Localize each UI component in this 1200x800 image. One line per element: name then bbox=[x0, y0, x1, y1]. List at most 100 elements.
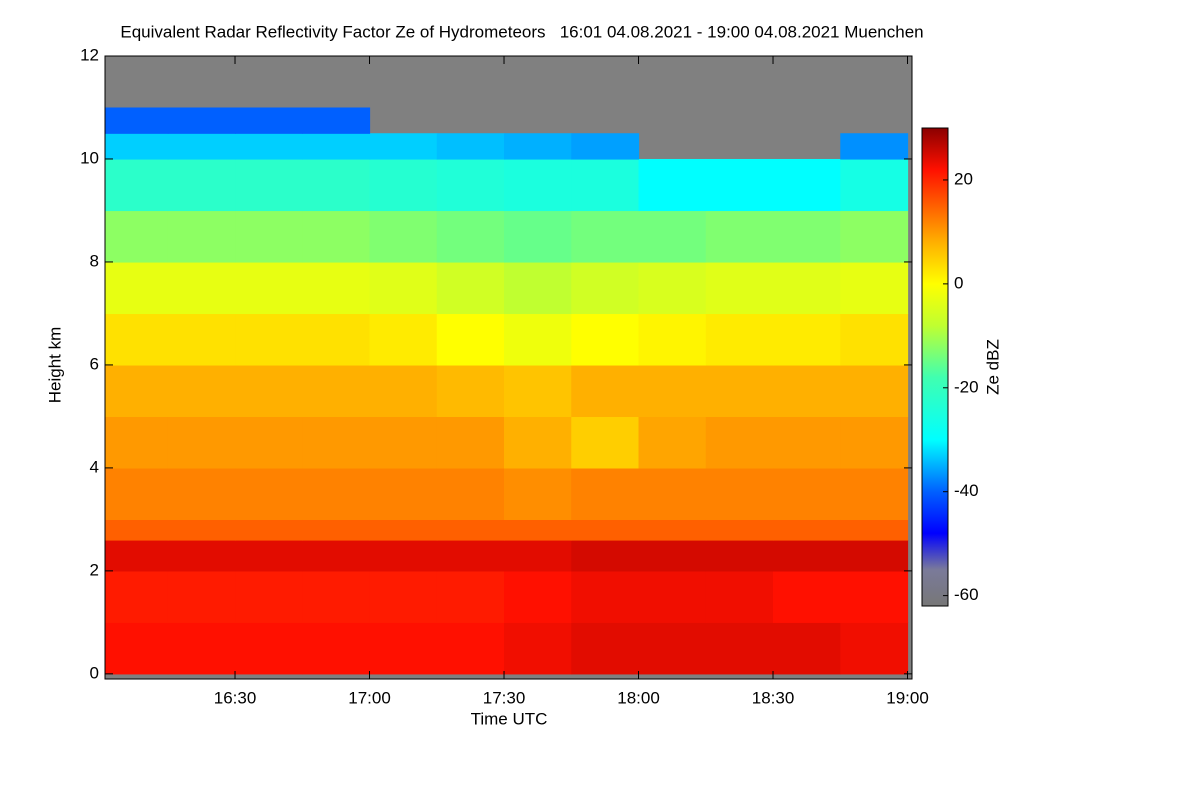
heatmap-cell bbox=[840, 622, 909, 675]
heatmap-cell bbox=[571, 539, 640, 572]
heatmap-cell bbox=[235, 519, 303, 541]
x-tick-label: 18:00 bbox=[617, 688, 660, 707]
heatmap-cell bbox=[504, 261, 572, 315]
heatmap-cell bbox=[105, 539, 169, 572]
heatmap-cell bbox=[369, 364, 438, 418]
heatmap-cell bbox=[638, 313, 707, 366]
heatmap-cell bbox=[840, 313, 909, 366]
y-tick-label: 2 bbox=[90, 560, 99, 579]
heatmap-cell bbox=[773, 622, 841, 675]
y-tick-label: 10 bbox=[80, 148, 99, 167]
heatmap-cell bbox=[504, 416, 572, 469]
heatmap-cell bbox=[167, 261, 236, 315]
heatmap-cell bbox=[105, 570, 169, 623]
heatmap-cell bbox=[638, 539, 707, 572]
heatmap-cell bbox=[302, 210, 371, 263]
heatmap-cell bbox=[235, 539, 303, 572]
heatmap-cell bbox=[235, 416, 303, 469]
x-axis-label: Time UTC bbox=[471, 709, 548, 728]
heatmap-cell bbox=[369, 313, 438, 366]
colorbar-tick-label: 20 bbox=[954, 169, 973, 188]
y-axis-label: Height km bbox=[45, 327, 64, 404]
heatmap-cell bbox=[504, 539, 572, 572]
heatmap-cell bbox=[504, 364, 572, 418]
heatmap-cell bbox=[167, 313, 236, 366]
heatmap-cell bbox=[638, 210, 707, 263]
heatmap-cell bbox=[504, 570, 572, 623]
heatmap-cell bbox=[773, 261, 841, 315]
heatmap-cell bbox=[235, 467, 303, 520]
heatmap-cell bbox=[235, 133, 303, 160]
heatmap-cell bbox=[167, 107, 236, 134]
heatmap-cell bbox=[302, 133, 371, 160]
heatmap-cell bbox=[773, 539, 841, 572]
heatmap-cell bbox=[773, 416, 841, 469]
heatmap-cell bbox=[436, 210, 505, 263]
heatmap-cell bbox=[369, 622, 438, 675]
heatmap-cell bbox=[571, 313, 640, 366]
heatmap-cell bbox=[436, 364, 505, 418]
y-tick-label: 12 bbox=[80, 45, 99, 64]
heatmap-cell bbox=[504, 133, 572, 160]
heatmap-cell bbox=[773, 210, 841, 263]
heatmap-cell bbox=[235, 570, 303, 623]
heatmap-cell bbox=[302, 519, 371, 541]
x-tick-label: 18:30 bbox=[752, 688, 795, 707]
heatmap-cell bbox=[436, 519, 505, 541]
x-tick-label: 17:00 bbox=[348, 688, 391, 707]
heatmap-cell bbox=[235, 364, 303, 418]
heatmap-cell bbox=[638, 261, 707, 315]
heatmap-cell bbox=[436, 467, 505, 520]
heatmap-cell bbox=[105, 622, 169, 675]
colorbar-tick-label: -60 bbox=[954, 585, 979, 604]
heatmap-cell bbox=[840, 570, 909, 623]
y-tick-label: 6 bbox=[90, 354, 99, 373]
heatmap-cell bbox=[105, 158, 169, 212]
heatmap-cell bbox=[167, 519, 236, 541]
heatmap-cell bbox=[369, 570, 438, 623]
heatmap-cell bbox=[504, 158, 572, 212]
heatmap-cell bbox=[302, 622, 371, 675]
heatmap-cell bbox=[302, 539, 371, 572]
heatmap-cell bbox=[705, 158, 774, 212]
heatmap-cell bbox=[571, 261, 640, 315]
heatmap-cell bbox=[436, 313, 505, 366]
heatmap-cell bbox=[840, 539, 909, 572]
heatmap-cell bbox=[105, 133, 169, 160]
heatmap-cell bbox=[235, 158, 303, 212]
heatmap-cell bbox=[436, 539, 505, 572]
colorbar bbox=[921, 127, 949, 607]
heatmap-cell bbox=[369, 210, 438, 263]
heatmap-cell bbox=[167, 364, 236, 418]
heatmap-cell bbox=[436, 158, 505, 212]
heatmap-cell bbox=[571, 570, 640, 623]
heatmap-cell bbox=[302, 107, 371, 134]
heatmap-cell bbox=[773, 570, 841, 623]
heatmap-cell bbox=[705, 467, 774, 520]
y-tick-label: 0 bbox=[90, 663, 99, 682]
heatmap-cell bbox=[773, 313, 841, 366]
heatmap-cell bbox=[571, 467, 640, 520]
x-tick-label: 16:30 bbox=[214, 688, 257, 707]
heatmap-cell bbox=[436, 416, 505, 469]
y-tick-label: 8 bbox=[90, 251, 99, 270]
heatmap-cell bbox=[302, 261, 371, 315]
heatmap-cell bbox=[235, 210, 303, 263]
heatmap-cell bbox=[436, 261, 505, 315]
heatmap-cell bbox=[705, 539, 774, 572]
heatmap-cell bbox=[638, 519, 707, 541]
heatmap-cell bbox=[436, 622, 505, 675]
heatmap-cell bbox=[167, 158, 236, 212]
heatmap-cell bbox=[638, 570, 707, 623]
heatmap-cell bbox=[504, 210, 572, 263]
heatmap-cell bbox=[369, 467, 438, 520]
heatmap-cell bbox=[302, 158, 371, 212]
heatmap-cell bbox=[705, 313, 774, 366]
heatmap-cell bbox=[571, 158, 640, 212]
heatmap-cell bbox=[105, 210, 169, 263]
heatmap-cell bbox=[638, 364, 707, 418]
heatmap-cell bbox=[840, 261, 909, 315]
heatmap-cell bbox=[840, 158, 909, 212]
heatmap-cell bbox=[840, 133, 909, 160]
